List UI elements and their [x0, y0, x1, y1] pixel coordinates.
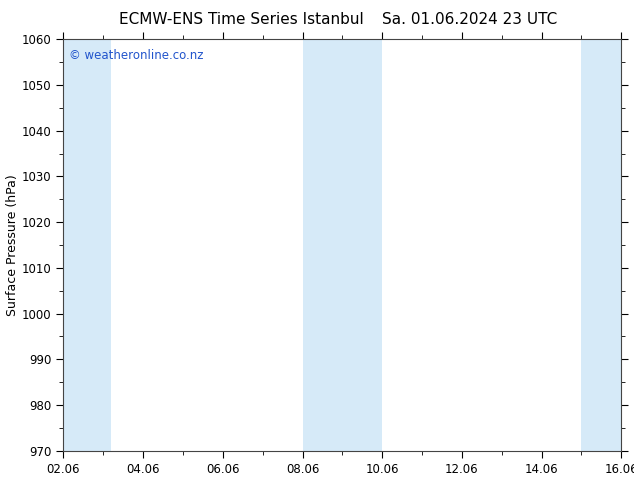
Text: © weatheronline.co.nz: © weatheronline.co.nz	[69, 49, 204, 63]
Bar	[302, 39, 382, 451]
Text: Sa. 01.06.2024 23 UTC: Sa. 01.06.2024 23 UTC	[382, 12, 557, 27]
Text: ECMW-ENS Time Series Istanbul: ECMW-ENS Time Series Istanbul	[119, 12, 363, 27]
Bar	[63, 39, 111, 451]
Y-axis label: Surface Pressure (hPa): Surface Pressure (hPa)	[6, 174, 19, 316]
Bar	[581, 39, 634, 451]
